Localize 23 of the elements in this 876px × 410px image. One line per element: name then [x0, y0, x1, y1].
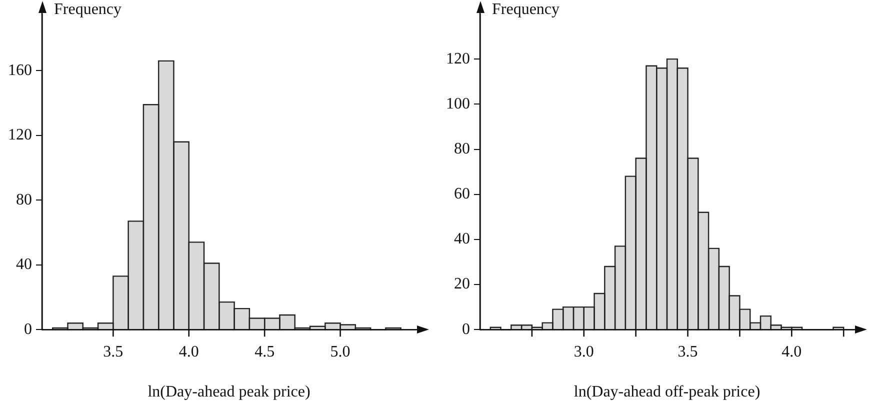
y-tick-label: 40 [16, 256, 32, 274]
y-tick-label: 0 [462, 320, 470, 338]
x-tick-label: 4.0 [782, 343, 802, 360]
y-tick-label: 80 [454, 140, 470, 158]
y-tick-label: 40 [454, 230, 470, 248]
y-tick-label: 60 [454, 186, 470, 203]
x-tick-label: 4.0 [178, 343, 199, 360]
y-tick-label: 0 [24, 320, 32, 338]
x-tick-label: 3.5 [678, 343, 698, 360]
x-axis-title: ln(Day-ahead peak price) [148, 384, 310, 401]
y-tick-label: 120 [8, 126, 32, 144]
y-axis-title: Frequency [492, 1, 560, 18]
x-tick-label: 3.0 [574, 343, 594, 360]
y-tick-label: 100 [446, 95, 470, 112]
x-tick-label: 5.0 [330, 343, 350, 360]
y-tick-label: 120 [446, 50, 470, 68]
y-tick-label: 80 [16, 191, 32, 208]
y-axis-title: Frequency [54, 1, 122, 18]
y-tick-label: 160 [8, 62, 32, 79]
x-tick-label: 3.5 [103, 343, 124, 360]
x-tick-label: 4.5 [254, 343, 275, 360]
x-axis-title: ln(Day-ahead off-peak price) [574, 384, 760, 401]
y-tick-label: 20 [454, 276, 470, 293]
